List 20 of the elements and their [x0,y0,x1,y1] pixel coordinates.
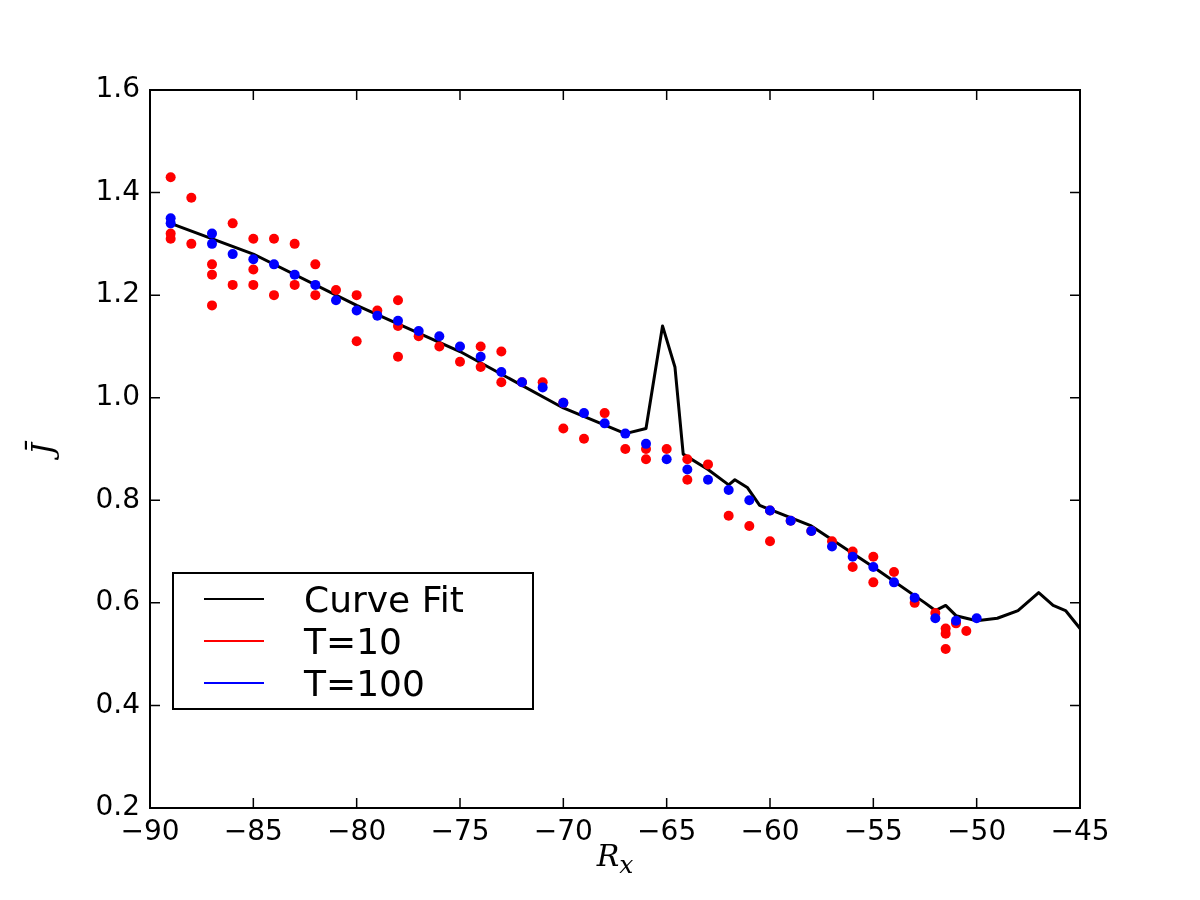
x-tick-label: −85 [223,814,283,848]
x-tick-label: −70 [533,814,593,848]
x-tick-label: −65 [637,814,697,848]
legend-label: T=100 [304,662,425,704]
y-tick-label: 0.8 [95,481,140,515]
x-tick-label: −50 [947,814,1007,848]
y-tick-label: 1.0 [95,379,140,412]
y-tick-label: 1.4 [95,173,140,207]
y-tick-label: 0.6 [95,584,140,618]
x-axis-title: R$_{x}$ [596,838,634,879]
x-tick-label: −55 [843,814,903,848]
y-tick-label: 1.2 [95,276,140,310]
x-tick-label: −60 [740,814,800,848]
legend-label: T=10 [304,620,402,662]
legend-label: Curve Fit [304,578,464,620]
x-tick-label: −80 [327,814,387,848]
x-tick-label: −75 [430,814,490,848]
y-tick-label: 1.6 [95,71,140,105]
y-tick-label: 0.4 [95,686,140,720]
x-tick-label: −45 [1050,814,1110,848]
